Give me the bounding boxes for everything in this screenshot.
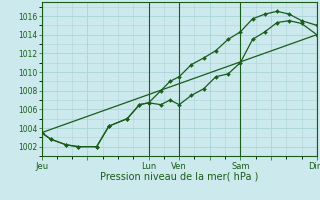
X-axis label: Pression niveau de la mer( hPa ): Pression niveau de la mer( hPa ): [100, 172, 258, 182]
